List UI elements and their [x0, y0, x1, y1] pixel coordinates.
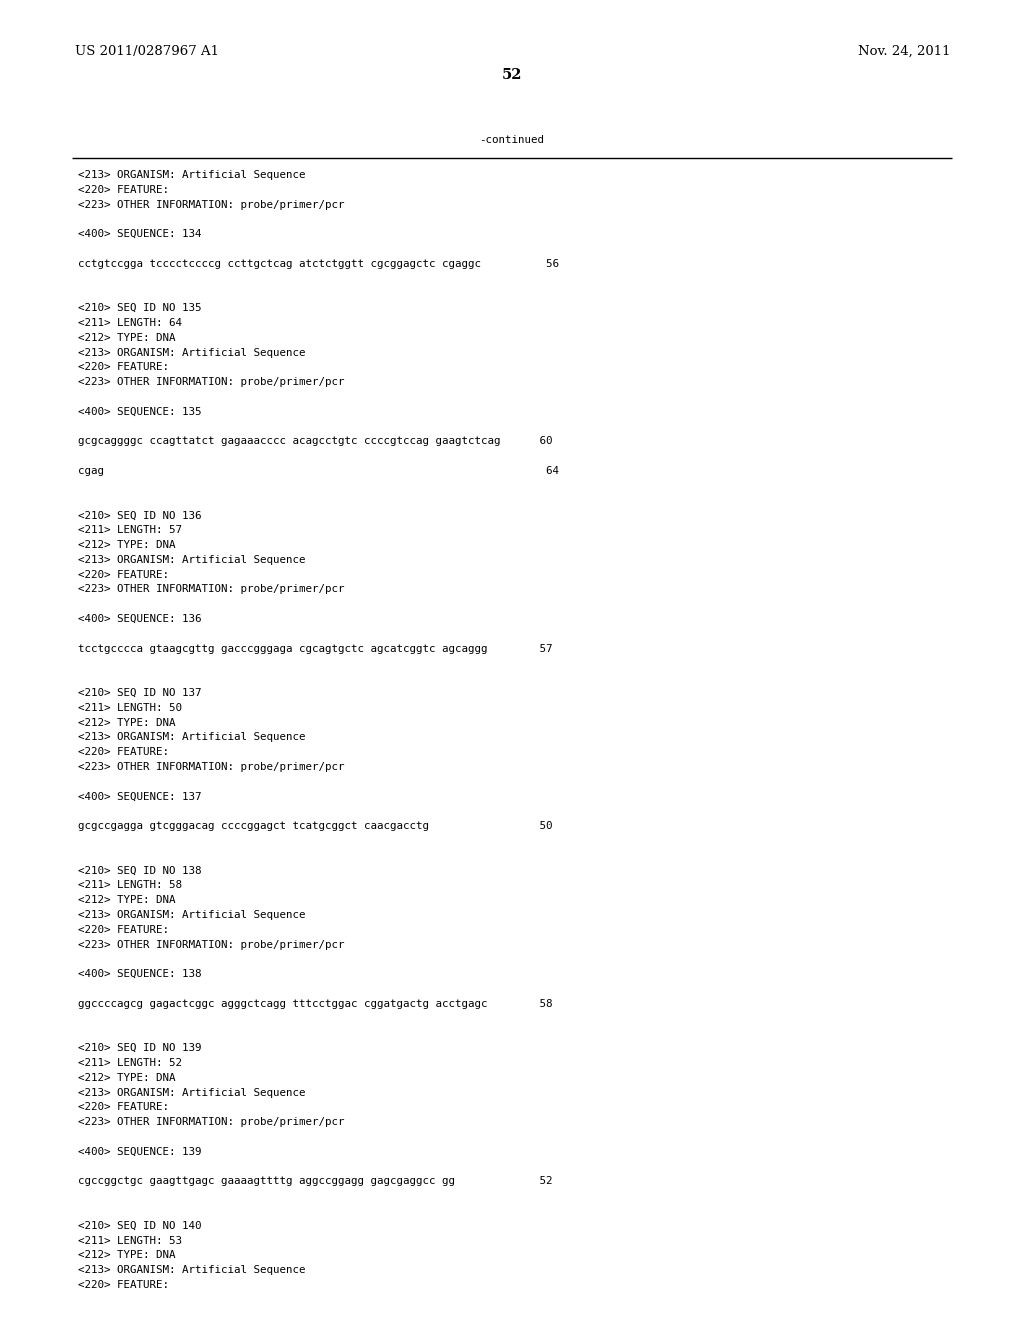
Text: <213> ORGANISM: Artificial Sequence: <213> ORGANISM: Artificial Sequence [78, 554, 305, 565]
Text: ggccccagcg gagactcggc agggctcagg tttcctggac cggatgactg acctgagc        58: ggccccagcg gagactcggc agggctcagg tttcctg… [78, 999, 553, 1008]
Text: <211> LENGTH: 50: <211> LENGTH: 50 [78, 702, 182, 713]
Text: <220> FEATURE:: <220> FEATURE: [78, 1102, 169, 1113]
Text: <220> FEATURE:: <220> FEATURE: [78, 185, 169, 195]
Text: <213> ORGANISM: Artificial Sequence: <213> ORGANISM: Artificial Sequence [78, 733, 305, 742]
Text: <220> FEATURE:: <220> FEATURE: [78, 363, 169, 372]
Text: <223> OTHER INFORMATION: probe/primer/pcr: <223> OTHER INFORMATION: probe/primer/pc… [78, 762, 344, 772]
Text: <220> FEATURE:: <220> FEATURE: [78, 1280, 169, 1290]
Text: <223> OTHER INFORMATION: probe/primer/pcr: <223> OTHER INFORMATION: probe/primer/pc… [78, 1117, 344, 1127]
Text: <211> LENGTH: 58: <211> LENGTH: 58 [78, 880, 182, 891]
Text: <210> SEQ ID NO 136: <210> SEQ ID NO 136 [78, 511, 202, 520]
Text: <223> OTHER INFORMATION: probe/primer/pcr: <223> OTHER INFORMATION: probe/primer/pc… [78, 378, 344, 387]
Text: gcgcaggggc ccagttatct gagaaacccc acagcctgtc ccccgtccag gaagtctcag      60: gcgcaggggc ccagttatct gagaaacccc acagcct… [78, 437, 553, 446]
Text: <211> LENGTH: 57: <211> LENGTH: 57 [78, 525, 182, 535]
Text: <213> ORGANISM: Artificial Sequence: <213> ORGANISM: Artificial Sequence [78, 909, 305, 920]
Text: <220> FEATURE:: <220> FEATURE: [78, 747, 169, 758]
Text: <213> ORGANISM: Artificial Sequence: <213> ORGANISM: Artificial Sequence [78, 1088, 305, 1098]
Text: <210> SEQ ID NO 140: <210> SEQ ID NO 140 [78, 1221, 202, 1230]
Text: <400> SEQUENCE: 136: <400> SEQUENCE: 136 [78, 614, 202, 624]
Text: <212> TYPE: DNA: <212> TYPE: DNA [78, 333, 175, 343]
Text: <210> SEQ ID NO 135: <210> SEQ ID NO 135 [78, 304, 202, 313]
Text: <220> FEATURE:: <220> FEATURE: [78, 570, 169, 579]
Text: <213> ORGANISM: Artificial Sequence: <213> ORGANISM: Artificial Sequence [78, 170, 305, 180]
Text: <220> FEATURE:: <220> FEATURE: [78, 925, 169, 935]
Text: cctgtccgga tcccctccccg ccttgctcag atctctggtt cgcggagctc cgaggc          56: cctgtccgga tcccctccccg ccttgctcag atctct… [78, 259, 559, 269]
Text: <211> LENGTH: 53: <211> LENGTH: 53 [78, 1236, 182, 1246]
Text: <212> TYPE: DNA: <212> TYPE: DNA [78, 1073, 175, 1082]
Text: Nov. 24, 2011: Nov. 24, 2011 [857, 45, 950, 58]
Text: 52: 52 [502, 69, 522, 82]
Text: <400> SEQUENCE: 138: <400> SEQUENCE: 138 [78, 969, 202, 979]
Text: cgccggctgc gaagttgagc gaaaagttttg aggccggagg gagcgaggcc gg             52: cgccggctgc gaagttgagc gaaaagttttg aggccg… [78, 1176, 553, 1187]
Text: <223> OTHER INFORMATION: probe/primer/pcr: <223> OTHER INFORMATION: probe/primer/pc… [78, 585, 344, 594]
Text: <212> TYPE: DNA: <212> TYPE: DNA [78, 895, 175, 906]
Text: <400> SEQUENCE: 139: <400> SEQUENCE: 139 [78, 1147, 202, 1156]
Text: -continued: -continued [479, 135, 545, 145]
Text: <211> LENGTH: 64: <211> LENGTH: 64 [78, 318, 182, 327]
Text: <210> SEQ ID NO 137: <210> SEQ ID NO 137 [78, 688, 202, 698]
Text: <400> SEQUENCE: 135: <400> SEQUENCE: 135 [78, 407, 202, 417]
Text: <211> LENGTH: 52: <211> LENGTH: 52 [78, 1059, 182, 1068]
Text: <223> OTHER INFORMATION: probe/primer/pcr: <223> OTHER INFORMATION: probe/primer/pc… [78, 199, 344, 210]
Text: <223> OTHER INFORMATION: probe/primer/pcr: <223> OTHER INFORMATION: probe/primer/pc… [78, 940, 344, 949]
Text: cgag                                                                    64: cgag 64 [78, 466, 559, 477]
Text: <212> TYPE: DNA: <212> TYPE: DNA [78, 1250, 175, 1261]
Text: <400> SEQUENCE: 134: <400> SEQUENCE: 134 [78, 230, 202, 239]
Text: <210> SEQ ID NO 139: <210> SEQ ID NO 139 [78, 1043, 202, 1053]
Text: <212> TYPE: DNA: <212> TYPE: DNA [78, 718, 175, 727]
Text: US 2011/0287967 A1: US 2011/0287967 A1 [75, 45, 219, 58]
Text: <213> ORGANISM: Artificial Sequence: <213> ORGANISM: Artificial Sequence [78, 347, 305, 358]
Text: <212> TYPE: DNA: <212> TYPE: DNA [78, 540, 175, 550]
Text: <210> SEQ ID NO 138: <210> SEQ ID NO 138 [78, 866, 202, 875]
Text: <400> SEQUENCE: 137: <400> SEQUENCE: 137 [78, 792, 202, 801]
Text: <213> ORGANISM: Artificial Sequence: <213> ORGANISM: Artificial Sequence [78, 1265, 305, 1275]
Text: tcctgcccca gtaagcgttg gacccgggaga cgcagtgctc agcatcggtc agcaggg        57: tcctgcccca gtaagcgttg gacccgggaga cgcagt… [78, 644, 553, 653]
Text: gcgccgagga gtcgggacag ccccggagct tcatgcggct caacgacctg                 50: gcgccgagga gtcgggacag ccccggagct tcatgcg… [78, 821, 553, 832]
